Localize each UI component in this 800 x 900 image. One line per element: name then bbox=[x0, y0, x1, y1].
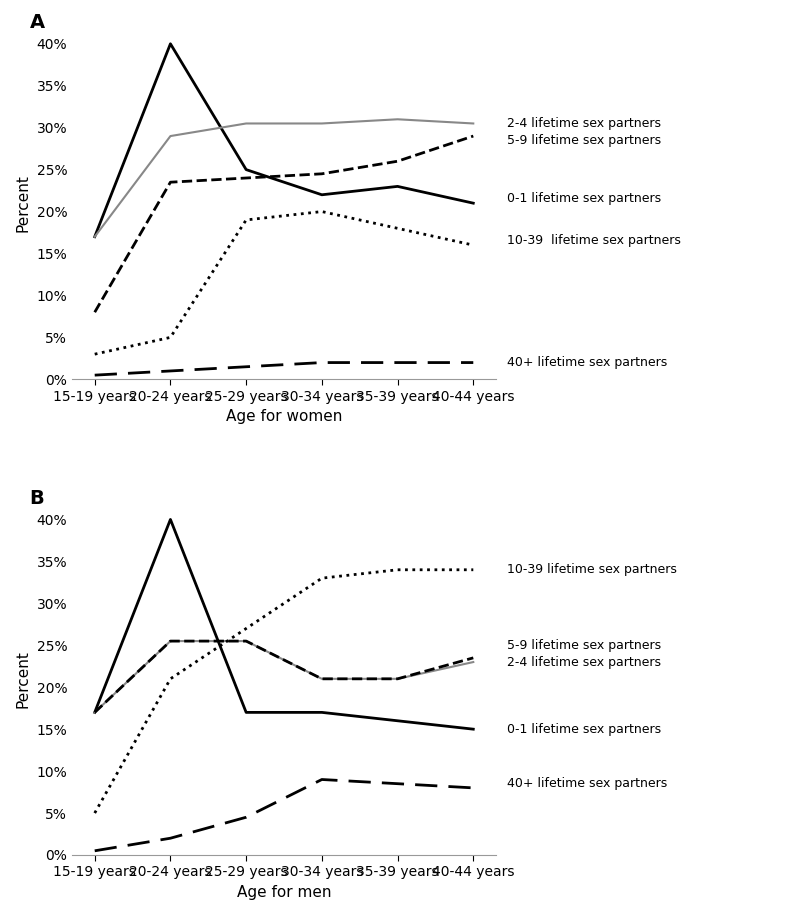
Text: 5-9 lifetime sex partners: 5-9 lifetime sex partners bbox=[507, 134, 662, 147]
Text: A: A bbox=[30, 13, 45, 32]
Text: 5-9 lifetime sex partners: 5-9 lifetime sex partners bbox=[507, 639, 662, 652]
Y-axis label: Percent: Percent bbox=[16, 650, 31, 707]
Text: 0-1 lifetime sex partners: 0-1 lifetime sex partners bbox=[507, 723, 662, 735]
Text: 10-39 lifetime sex partners: 10-39 lifetime sex partners bbox=[507, 563, 678, 576]
Text: 10-39  lifetime sex partners: 10-39 lifetime sex partners bbox=[507, 234, 682, 248]
Text: B: B bbox=[30, 489, 44, 508]
Y-axis label: Percent: Percent bbox=[16, 175, 31, 232]
X-axis label: Age for men: Age for men bbox=[237, 885, 331, 900]
Text: 40+ lifetime sex partners: 40+ lifetime sex partners bbox=[507, 356, 668, 369]
Text: 2-4 lifetime sex partners: 2-4 lifetime sex partners bbox=[507, 117, 662, 130]
Text: 2-4 lifetime sex partners: 2-4 lifetime sex partners bbox=[507, 655, 662, 669]
X-axis label: Age for women: Age for women bbox=[226, 410, 342, 424]
Text: 0-1 lifetime sex partners: 0-1 lifetime sex partners bbox=[507, 193, 662, 205]
Text: 40+ lifetime sex partners: 40+ lifetime sex partners bbox=[507, 778, 668, 790]
